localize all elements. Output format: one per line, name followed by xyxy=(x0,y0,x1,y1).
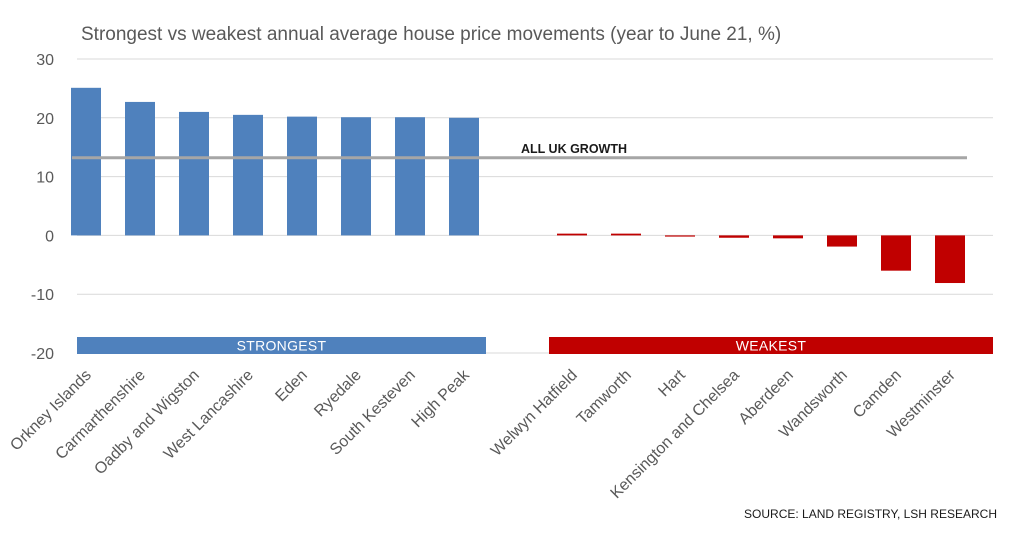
bar-oadby-and-wigston xyxy=(179,111,209,236)
bar-west-lancashire xyxy=(233,114,263,236)
source-note: SOURCE: LAND REGISTRY, LSH RESEARCH xyxy=(744,507,997,521)
bar-aberdeen xyxy=(773,235,803,239)
y-tick-label: -20 xyxy=(31,346,54,363)
band-weakest xyxy=(549,337,993,354)
x-tick-label: Camden xyxy=(850,367,905,422)
band-label-strongest: STRONGEST xyxy=(237,338,327,354)
x-tick-label: Hart xyxy=(655,366,689,400)
y-tick-label: 0 xyxy=(45,228,54,245)
bars xyxy=(71,87,965,284)
bar-eden xyxy=(287,116,317,236)
gridlines xyxy=(77,58,993,354)
y-tick-label: 20 xyxy=(36,111,54,128)
x-tick-label: Eden xyxy=(272,367,310,405)
x-tick-label: Oadby and Wigston xyxy=(91,367,202,478)
reference-line-label: ALL UK GROWTH xyxy=(521,142,627,156)
bar-kensington-and-chelsea xyxy=(719,235,749,238)
chart-title: Strongest vs weakest annual average hous… xyxy=(81,24,781,45)
bar-wandsworth xyxy=(827,235,857,247)
bar-south-kesteven xyxy=(395,117,425,236)
band-strongest xyxy=(77,337,486,354)
bar-tamworth xyxy=(611,233,641,236)
y-tick-label: 30 xyxy=(36,52,54,69)
x-tick-label: Welwyn Hatfield xyxy=(488,367,581,460)
y-tick-label: -10 xyxy=(31,287,54,304)
x-tick-label: Tamworth xyxy=(574,367,635,428)
x-tick-label: Carmarthenshire xyxy=(53,367,149,463)
x-tick-label: High Peak xyxy=(409,366,474,431)
y-axis-ticks: 30 20 10 0 -10 -20 xyxy=(31,52,54,363)
bar-ryedale xyxy=(341,117,371,236)
reference-line-group: ALL UK GROWTH xyxy=(72,142,967,160)
x-tick-label: Ryedale xyxy=(311,367,365,421)
bar-orkney-islands xyxy=(71,87,101,236)
group-bands: STRONGEST WEAKEST xyxy=(77,337,993,354)
bar-carmarthenshire xyxy=(125,101,155,236)
bar-camden xyxy=(881,235,911,271)
band-label-weakest: WEAKEST xyxy=(736,338,807,354)
bar-westminster xyxy=(935,235,965,284)
bar-welwyn-hatfield xyxy=(557,233,587,236)
y-tick-label: 10 xyxy=(36,170,54,187)
bar-hart xyxy=(665,235,695,237)
bar-high-peak xyxy=(449,117,479,236)
